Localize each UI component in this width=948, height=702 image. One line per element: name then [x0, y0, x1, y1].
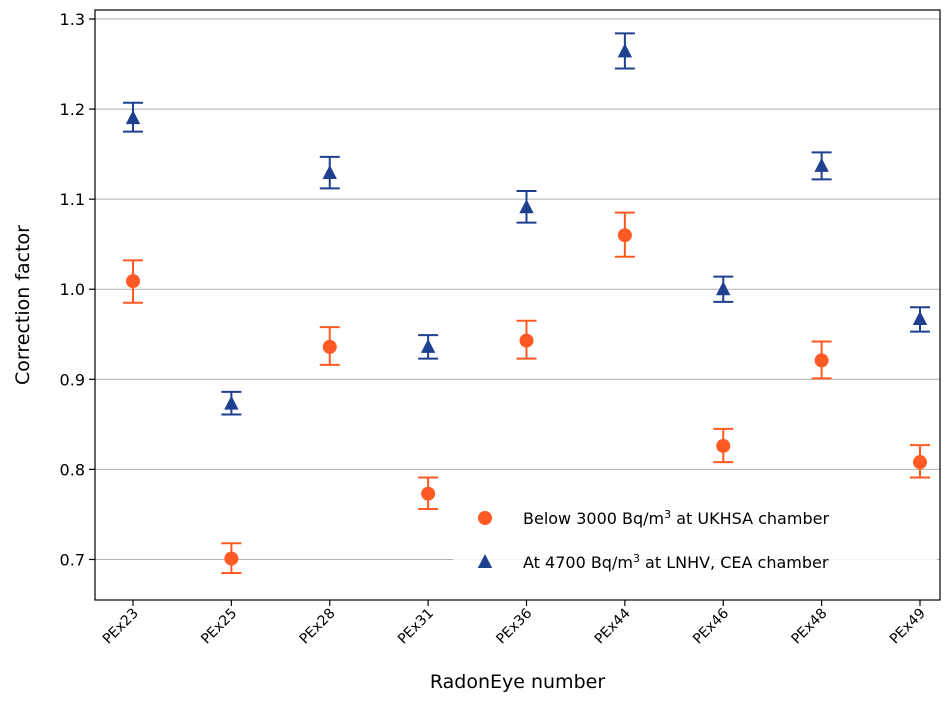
y-tick-label: 1.2 [60, 100, 85, 119]
data-point [224, 395, 239, 410]
x-axis: PEx23 PEx25 PEx28 PEx31 PEx36 PEx44 PEx46 PEx48… [100, 600, 929, 648]
y-tick-label: 0.9 [60, 370, 85, 389]
y-axis: 0.7 0.8 0.9 1.0 1.1 1.2 1.3 [60, 10, 95, 569]
x-tick-label: PEx49 [887, 606, 929, 648]
y-axis-label: Correction factor [12, 225, 34, 385]
data-point [912, 310, 928, 325]
legend-label: At 4700 Bq/m3 at LNHV, CEA chamber [523, 552, 829, 573]
data-point [814, 353, 829, 368]
legend-marker [478, 511, 492, 525]
data-point [126, 274, 140, 289]
y-tick-label: 0.7 [60, 550, 85, 569]
x-tick-label: PEx23 [100, 606, 142, 648]
x-tick-label: PEx28 [297, 606, 339, 648]
series-layer [123, 32, 930, 574]
grid-lines [95, 18, 940, 560]
x-tick-label: PEx36 [493, 605, 535, 647]
legend: Below 3000 Bq/m3 at UKHSA chamber At 4700… [453, 496, 937, 592]
data-point [617, 43, 633, 58]
x-tick-label: PEx46 [690, 605, 732, 647]
data-point [519, 199, 534, 214]
y-tick-label: 1.1 [60, 190, 85, 209]
x-tick-label: PEx44 [592, 605, 634, 647]
data-point [125, 110, 141, 125]
x-tick-label: PEx48 [788, 606, 830, 648]
data-point [716, 281, 731, 296]
data-point [716, 438, 731, 453]
data-point [224, 551, 239, 566]
data-point [322, 165, 337, 180]
x-tick-label: PEx25 [198, 606, 240, 648]
legend-box [453, 496, 937, 592]
series-circle [123, 211, 930, 574]
data-point [420, 338, 436, 353]
data-point [814, 157, 829, 172]
data-point [421, 486, 436, 501]
data-point [913, 455, 927, 470]
legend-marker [477, 554, 493, 568]
data-point [617, 228, 632, 243]
series-triangle [123, 32, 930, 416]
legend-label: Below 3000 Bq/m3 at UKHSA chamber [523, 508, 829, 529]
y-tick-label: 1.0 [60, 280, 85, 299]
x-tick-label: PEx31 [395, 606, 437, 648]
y-tick-label: 1.3 [60, 10, 85, 29]
plot-area [94, 9, 941, 601]
data-point [519, 333, 534, 348]
y-tick-label: 0.8 [60, 460, 85, 479]
data-point [322, 339, 337, 354]
x-axis-label: RadonEye number [430, 671, 605, 693]
